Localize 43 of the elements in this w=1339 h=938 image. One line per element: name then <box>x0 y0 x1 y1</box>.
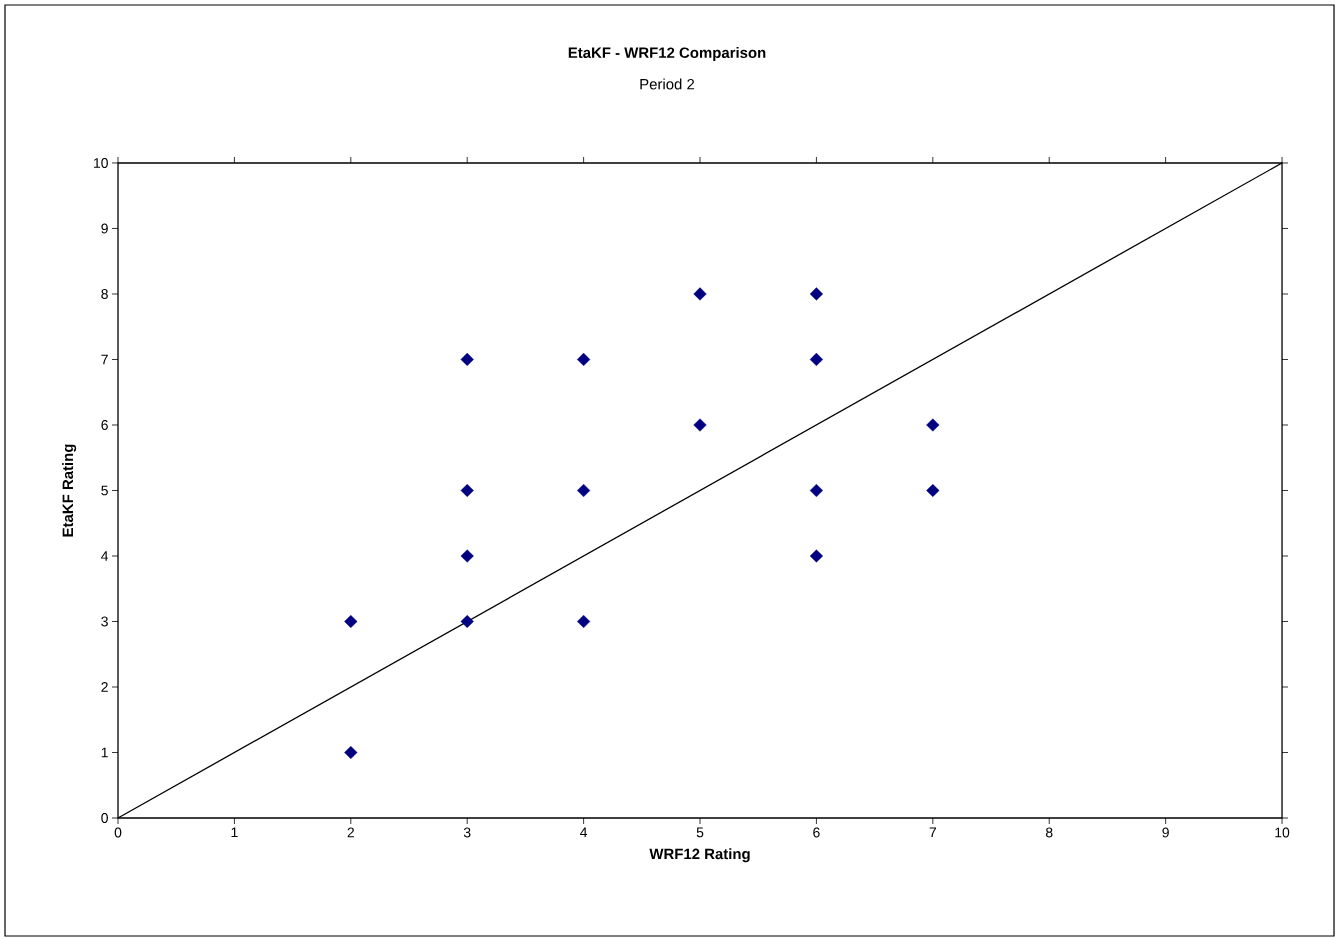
chart-subtitle: Period 2 <box>640 78 695 90</box>
point <box>809 287 823 301</box>
point <box>577 614 591 629</box>
y-tick-label: 5 <box>101 485 108 496</box>
point <box>460 549 474 563</box>
y-tick-label: 3 <box>101 616 108 627</box>
x-tick-label: 5 <box>696 827 704 838</box>
point <box>460 483 474 498</box>
point <box>344 745 358 760</box>
x-tick-label: 6 <box>813 827 820 838</box>
point <box>577 483 591 498</box>
point <box>693 418 707 432</box>
x-tick-label: 2 <box>347 827 354 838</box>
y-tick-label: 10 <box>94 158 108 168</box>
x-tick-label: 7 <box>929 827 937 838</box>
point <box>809 352 823 367</box>
y-tick-label: 6 <box>101 420 108 430</box>
point <box>460 614 474 629</box>
chart-title: EtaKF - WRF12 Comparison <box>568 47 766 61</box>
x-tick-label: 4 <box>580 827 588 838</box>
x-tick-label: 9 <box>1162 827 1169 838</box>
y-tick-label: 8 <box>101 289 108 299</box>
x-axis-title: WRF12 Rating <box>649 848 750 863</box>
point <box>809 549 823 563</box>
x-tick-label: 8 <box>1045 827 1053 838</box>
point <box>344 614 358 629</box>
x-tick-label: 10 <box>1275 827 1290 838</box>
x-tick-label: 1 <box>231 827 238 838</box>
y-tick-label: 0 <box>101 813 108 823</box>
y-tick-label: 4 <box>101 551 109 561</box>
point <box>809 483 823 498</box>
y-tick-label: 7 <box>101 354 108 365</box>
y-tick-label: 1 <box>101 747 108 758</box>
x-tick-label: 0 <box>114 827 122 838</box>
y-tick-label: 9 <box>101 223 108 234</box>
point <box>926 483 940 498</box>
point <box>577 352 591 367</box>
y-tick-label: 2 <box>101 682 108 692</box>
point <box>926 418 940 432</box>
x-tick-label: 3 <box>463 827 471 838</box>
y-axis-title: EtaKF Rating <box>62 444 77 537</box>
point <box>693 287 707 301</box>
point <box>460 352 474 367</box>
